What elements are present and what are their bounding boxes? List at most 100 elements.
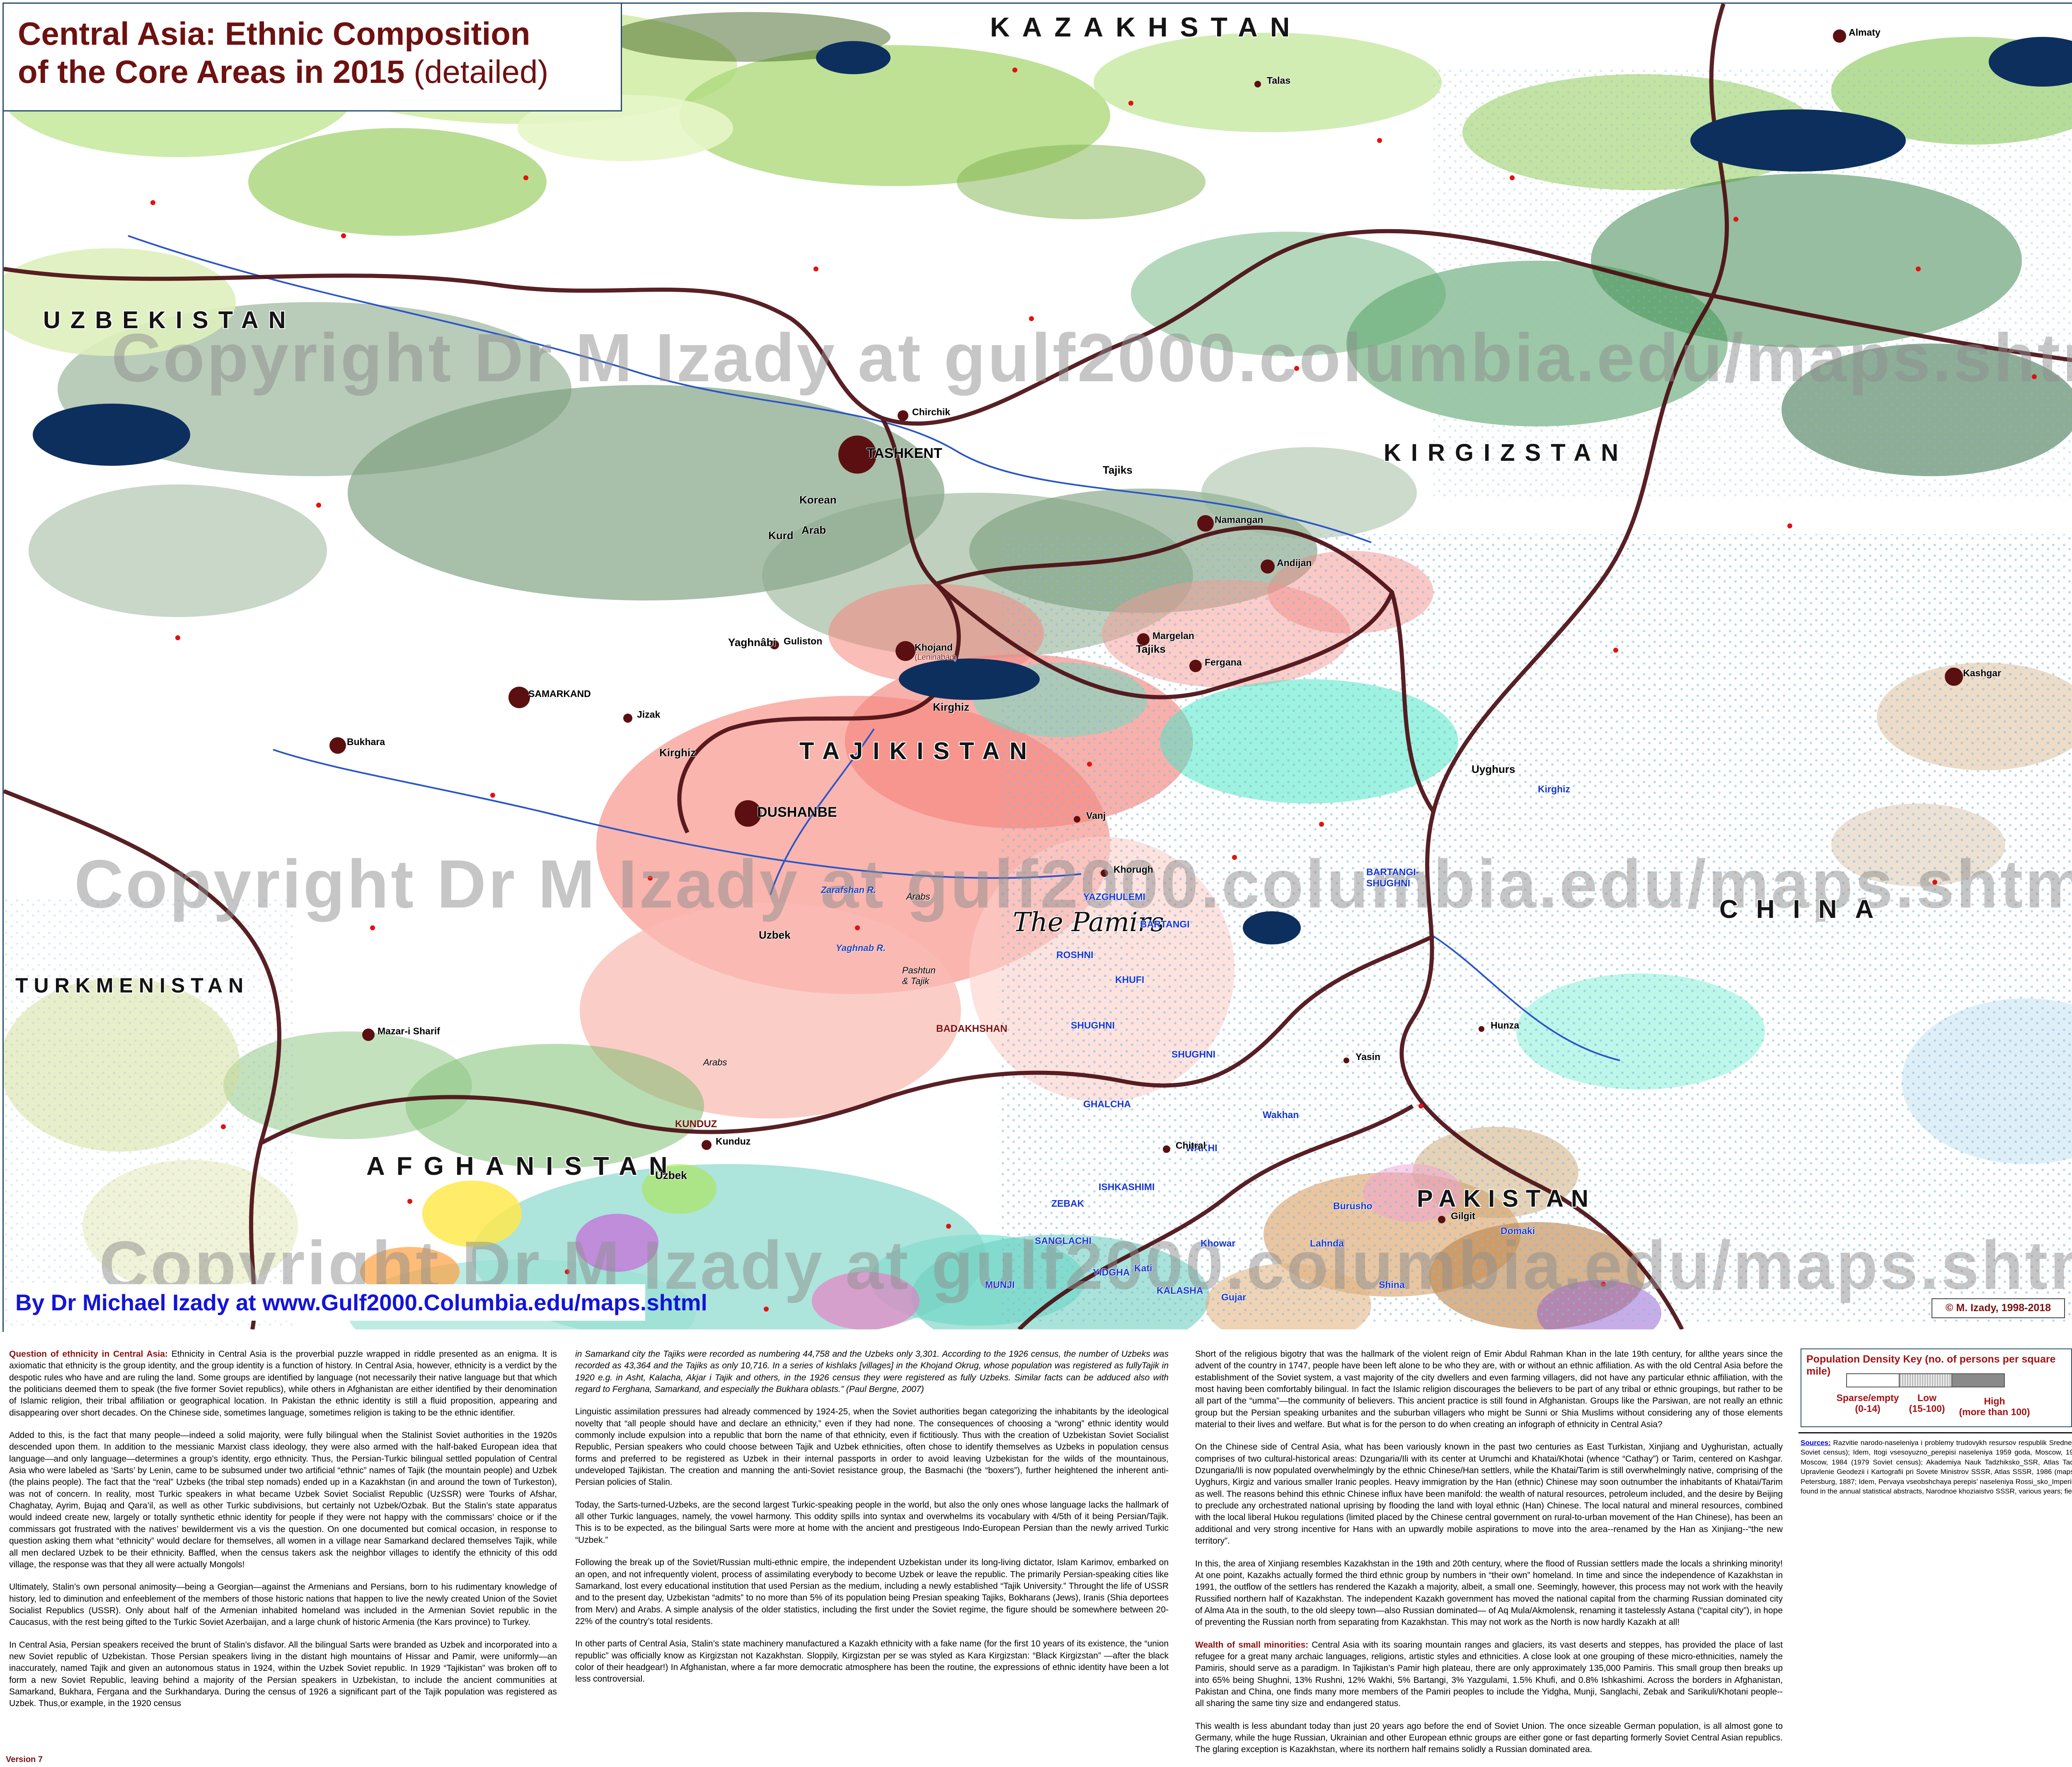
town-dot [1787,523,1792,528]
essay-paragraph-col1-1: Question of ethnicity in Central Asia: E… [9,1349,557,1418]
ethi-label-arabs: Arabs [906,891,930,902]
density-sparse-label: Sparse/empty (0-14) [1836,1392,1899,1414]
urban-blob-hunza [1479,1026,1484,1032]
map-sheet: Copyright Dr M Izady at gulf2000.columbi… [2,2,2072,1333]
ethb-label-yazghulemi: YAZGHULEMI [1083,891,1145,902]
town-dot [1916,266,1921,271]
city-label-margelan: Margelan [1152,630,1194,641]
rivers [128,235,1620,1061]
ethb-label-bartangi: BARTANGI [1140,919,1190,929]
eth-label-tajiks: Tajiks [1103,464,1133,476]
city-label-guliston: Guliston [784,636,823,646]
copyright-watermark: Copyright Dr M Izady at gulf2000.columbi… [111,320,2072,396]
ethb-label-lahnda: Lahnda [1310,1238,1344,1249]
essay-paragraph-col3-4: Wealth of small minorities: Central Asia… [1195,1640,1783,1709]
town-dot [490,793,495,798]
version-label: Version 7 [6,1755,43,1764]
density-sparse-swatch [1846,1373,1900,1387]
essay-paragraph-col2-4: Following the break up of the Soviet/Rus… [575,1558,1169,1626]
essay-paragraph-col1-4: In Central Asia, Persian speakers receiv… [9,1640,557,1709]
town-dot [370,925,375,930]
city-label-mazar-i-sharif: Mazar-i Sharif [378,1026,440,1036]
map-title-line2: of the Core Areas in 2015 (detailed) [18,53,549,90]
town-dot [648,876,653,881]
urban-blob-guliston [770,640,779,649]
pamirs-label-the-pamirs: The Pamirs [1013,907,1164,938]
ethb-label-burusho: Burusho [1333,1201,1372,1211]
lakes [33,37,2072,944]
ethi-label-arabs: Arabs [703,1057,727,1067]
essay-paragraph-col1-3: Ultimately, Stalin’s own personal animos… [9,1582,557,1627]
city-label-hunza: Hunza [1491,1020,1519,1031]
city-label-khojand: Khojand (Leninabad) [915,642,957,662]
urban-blob-samarkand [508,687,530,708]
town-dot [1128,101,1133,106]
ethb-label-shughni: SHUGHNI [1071,1020,1115,1031]
town-dot [341,233,346,238]
town-dot [1733,217,1738,222]
town-dot [1029,316,1034,321]
town-dot [316,503,321,508]
title-box: Central Asia: Ethnic Composition of the … [4,4,622,111]
country-label-kirgizstan: KIRGIZSTAN [1384,439,1629,466]
urban-areas-layer [329,29,1963,1223]
city-label-gilgit: Gilgit [1451,1210,1475,1221]
ethi-label-pashtun: Pashtun & Tajik [902,965,936,986]
ethb-label-ishkashimi: ISHKASHIMI [1099,1181,1155,1192]
cap-label-dushanbe: DUSHANBE [757,804,837,820]
author-byline[interactable]: By Dr Michael Izady at www.Gulf2000.Colu… [10,1284,707,1321]
essay-paragraph-col1-2: Added to this, is the fact that many peo… [9,1431,557,1569]
essay-paragraph-col3-2: On the Chinese side of Central Asia, wha… [1195,1442,1783,1546]
urban-blob-fergana [1189,660,1202,672]
eth-label-yaghn-bi: Yaghnâbi [728,636,776,649]
urban-blob-vanj [1074,816,1080,823]
city-label-bukhara: Bukhara [347,736,385,747]
town-dot [855,925,860,930]
urban-blob-talas [1254,81,1261,87]
population-density-key: Population Density Key (no. of persons p… [1801,1348,2072,1427]
eth-label-tajiks: Tajiks [1136,643,1166,655]
urban-blob-tashkent [838,436,876,474]
town-dot [1012,68,1017,73]
ethb-label-kati: Kati [1134,1263,1152,1273]
town-dot [1087,762,1092,767]
ethb-label-zebak: ZEBAK [1051,1198,1084,1209]
density-low-swatch [1899,1373,1952,1387]
essay-column-3: Short of the religious bigotry that was … [1195,1348,1783,1767]
ethb-label-sanglachi: SANGLACHI [1035,1235,1092,1246]
city-label-fergana: Fergana [1205,657,1242,668]
city-label-samarkand: SAMARKAND [528,688,591,699]
ethb-label-wakhi: WAKHI [1186,1142,1218,1153]
essay-paragraph-col2-1: in Samarkand city the Tajiks were record… [575,1349,1169,1394]
city-label-jizak: Jizak [637,709,661,720]
town-dot [1377,138,1382,143]
density-high-swatch [1951,1373,2005,1387]
urban-blob-khorugh [1101,869,1108,877]
town-dot [150,200,155,205]
ethb-label-khowar: Khowar [1201,1238,1236,1249]
ethb-label-gujar: Gujar [1221,1292,1247,1302]
town-dot [1601,1282,1606,1287]
essay-paragraph-col3-5: This wealth is less abundant today than … [1195,1721,1783,1755]
river-label-yaghnab-r: Yaghnab R. [836,943,886,953]
city-label-andijan: Andijan [1277,557,1312,568]
region-label-kunduz: KUNDUZ [675,1118,717,1130]
eth-label-korean: Korean [799,494,837,506]
town-dots-layer [150,68,2037,1312]
urban-blob-almaty [1833,29,1846,43]
map-title-line1: Central Asia: Ethnic Composition [18,15,530,52]
town-dot [1932,880,1937,885]
sources-text: Sources: Razvitie narodo-naseleniya i pr… [1801,1439,2072,1496]
essay-column-1: Question of ethnicity in Central Asia: E… [9,1348,557,1721]
essay-paragraph-col2-2: Linguistic assimilation pressures had al… [575,1407,1169,1487]
town-dot [1294,366,1299,371]
town-dot [565,1269,570,1274]
urban-blob-namangan [1197,515,1214,532]
map-canvas: Copyright Dr M Izady at gulf2000.columbi… [4,4,2072,1329]
ethb-label-khufi: KHUFI [1115,974,1145,985]
ethb-label-shina: Shina [1379,1279,1405,1290]
country-label-turkmenistan: TURKMENISTAN [15,974,249,997]
sources-lead: Sources: [1801,1439,1831,1447]
country-label-tajikistan: TAJIKISTAN [799,738,1037,765]
river-label-zarafshan-r: Zarafshan R. [821,885,876,895]
